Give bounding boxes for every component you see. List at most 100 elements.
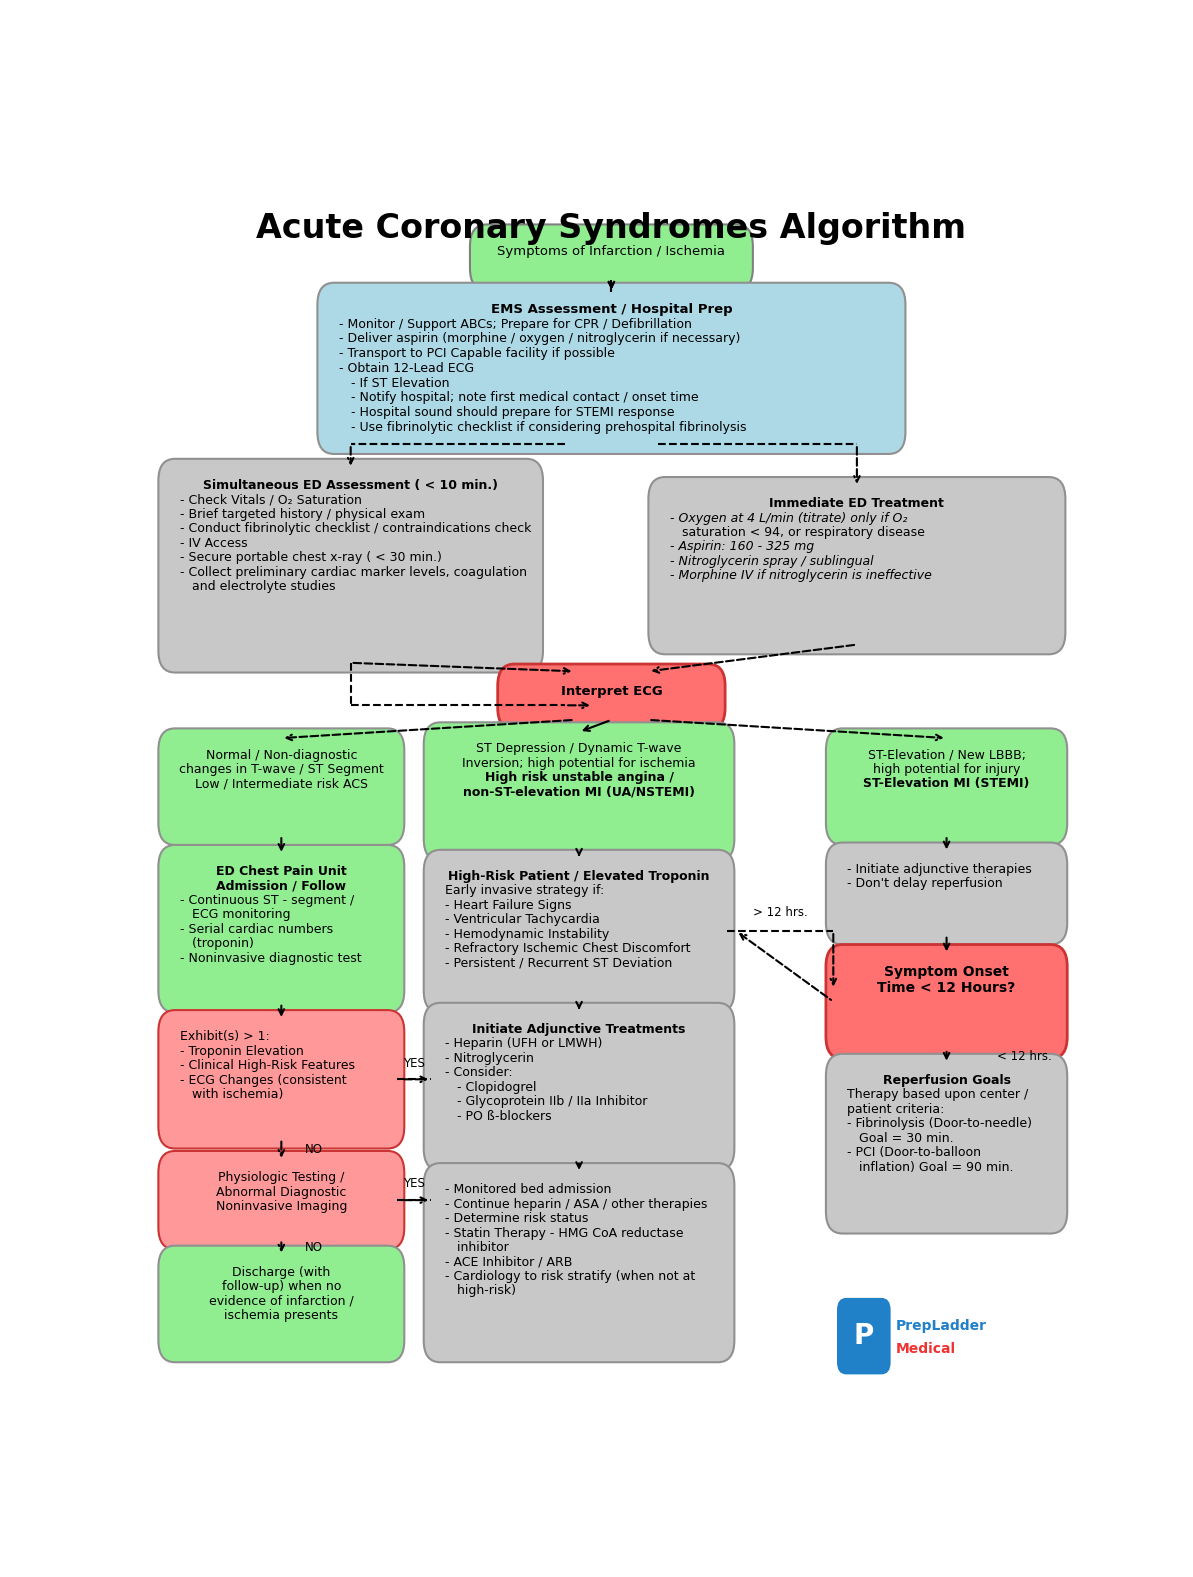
Text: - Notify hospital; note first medical contact / onset time: - Notify hospital; note first medical co… xyxy=(339,391,698,404)
Text: - PCI (Door-to-balloon: - PCI (Door-to-balloon xyxy=(847,1146,981,1159)
Text: - Secure portable chest x-ray ( < 30 min.): - Secure portable chest x-ray ( < 30 min… xyxy=(180,550,441,565)
FancyBboxPatch shape xyxy=(826,842,1068,945)
Text: - Hemodynamic Instability: - Hemodynamic Instability xyxy=(445,927,610,941)
Text: Discharge (with: Discharge (with xyxy=(233,1266,330,1279)
Text: NO: NO xyxy=(304,1143,322,1156)
Text: - Monitor / Support ABCs; Prepare for CPR / Defibrillation: - Monitor / Support ABCs; Prepare for CP… xyxy=(339,317,692,331)
FancyBboxPatch shape xyxy=(159,459,543,672)
Text: Early invasive strategy if:: Early invasive strategy if: xyxy=(445,885,604,897)
Text: follow-up) when no: follow-up) when no xyxy=(222,1281,341,1293)
Text: - Nitroglycerin: - Nitroglycerin xyxy=(445,1052,533,1064)
FancyBboxPatch shape xyxy=(826,1053,1068,1233)
Text: changes in T-wave / ST Segment: changes in T-wave / ST Segment xyxy=(179,763,384,776)
FancyBboxPatch shape xyxy=(317,282,905,454)
FancyBboxPatch shape xyxy=(497,664,725,730)
Text: EMS Assessment / Hospital Prep: EMS Assessment / Hospital Prep xyxy=(490,303,733,315)
Text: High risk unstable angina /: High risk unstable angina / xyxy=(484,771,674,784)
FancyBboxPatch shape xyxy=(424,1164,735,1363)
Text: - Persistent / Recurrent ST Deviation: - Persistent / Recurrent ST Deviation xyxy=(445,957,672,970)
Text: Inversion; high potential for ischemia: Inversion; high potential for ischemia xyxy=(462,757,696,770)
Text: - Aspirin: 160 - 325 mg: - Aspirin: 160 - 325 mg xyxy=(669,541,814,554)
Text: Acute Coronary Syndromes Algorithm: Acute Coronary Syndromes Algorithm xyxy=(256,211,966,244)
Text: Physiologic Testing /: Physiologic Testing / xyxy=(218,1172,345,1184)
Text: - Continue heparin / ASA / other therapies: - Continue heparin / ASA / other therapi… xyxy=(445,1197,707,1211)
Text: - Fibrinolysis (Door-to-needle): - Fibrinolysis (Door-to-needle) xyxy=(847,1117,1032,1131)
Text: Symptom Onset: Symptom Onset xyxy=(884,965,1009,979)
FancyBboxPatch shape xyxy=(159,1011,404,1148)
Text: ST-Elevation / New LBBB;: ST-Elevation / New LBBB; xyxy=(867,749,1026,762)
FancyBboxPatch shape xyxy=(470,224,753,290)
Text: - IV Access: - IV Access xyxy=(180,536,247,550)
Text: inflation) Goal = 90 min.: inflation) Goal = 90 min. xyxy=(847,1161,1014,1173)
Text: high potential for injury: high potential for injury xyxy=(873,763,1020,776)
Text: - Cardiology to risk stratify (when not at: - Cardiology to risk stratify (when not … xyxy=(445,1269,696,1282)
Text: Noninvasive Imaging: Noninvasive Imaging xyxy=(216,1200,347,1213)
Text: ischemia presents: ischemia presents xyxy=(224,1309,339,1322)
Text: Medical: Medical xyxy=(896,1342,957,1356)
Text: YES: YES xyxy=(403,1178,425,1191)
FancyBboxPatch shape xyxy=(424,722,735,861)
Text: - Transport to PCI Capable facility if possible: - Transport to PCI Capable facility if p… xyxy=(339,347,614,360)
Text: - Clopidogrel: - Clopidogrel xyxy=(445,1080,537,1094)
Text: High-Risk Patient / Elevated Troponin: High-Risk Patient / Elevated Troponin xyxy=(449,871,710,883)
Text: Simultaneous ED Assessment ( < 10 min.): Simultaneous ED Assessment ( < 10 min.) xyxy=(203,479,499,492)
Text: Exhibit(s) > 1:: Exhibit(s) > 1: xyxy=(180,1030,270,1044)
Text: - Heart Failure Signs: - Heart Failure Signs xyxy=(445,899,571,912)
Text: - Oxygen at 4 L/min (titrate) only if O₂: - Oxygen at 4 L/min (titrate) only if O₂ xyxy=(669,511,907,525)
FancyBboxPatch shape xyxy=(424,850,735,1012)
Text: - ACE Inhibitor / ARB: - ACE Inhibitor / ARB xyxy=(445,1255,573,1268)
Text: Immediate ED Treatment: Immediate ED Treatment xyxy=(769,497,945,511)
Text: evidence of infarction /: evidence of infarction / xyxy=(209,1295,353,1307)
Text: - Initiate adjunctive therapies: - Initiate adjunctive therapies xyxy=(847,863,1032,875)
Text: - Deliver aspirin (morphine / oxygen / nitroglycerin if necessary): - Deliver aspirin (morphine / oxygen / n… xyxy=(339,333,740,345)
Text: > 12 hrs.: > 12 hrs. xyxy=(753,907,808,919)
Text: - Consider:: - Consider: xyxy=(445,1066,513,1079)
Text: - Heparin (UFH or LMWH): - Heparin (UFH or LMWH) xyxy=(445,1038,602,1050)
FancyBboxPatch shape xyxy=(649,476,1065,654)
Text: - Brief targeted history / physical exam: - Brief targeted history / physical exam xyxy=(180,508,425,520)
Text: - Collect preliminary cardiac marker levels, coagulation: - Collect preliminary cardiac marker lev… xyxy=(180,566,526,579)
Text: Initiate Adjunctive Treatments: Initiate Adjunctive Treatments xyxy=(472,1023,686,1036)
Text: - Don't delay reperfusion: - Don't delay reperfusion xyxy=(847,877,1003,889)
Text: - Serial cardiac numbers: - Serial cardiac numbers xyxy=(180,923,333,935)
Text: - Continuous ST - segment /: - Continuous ST - segment / xyxy=(180,894,354,907)
Text: saturation < 94, or respiratory disease: saturation < 94, or respiratory disease xyxy=(669,527,925,539)
Text: - Troponin Elevation: - Troponin Elevation xyxy=(180,1044,303,1058)
Text: - ECG Changes (consistent: - ECG Changes (consistent xyxy=(180,1074,346,1087)
Text: - Refractory Ischemic Chest Discomfort: - Refractory Ischemic Chest Discomfort xyxy=(445,941,691,956)
Text: - Morphine IV if nitroglycerin is ineffective: - Morphine IV if nitroglycerin is ineffe… xyxy=(669,569,932,582)
Text: - PO ß-blockers: - PO ß-blockers xyxy=(445,1110,551,1123)
FancyBboxPatch shape xyxy=(424,1003,735,1170)
Text: ST-Elevation MI (STEMI): ST-Elevation MI (STEMI) xyxy=(864,777,1030,790)
FancyBboxPatch shape xyxy=(826,945,1068,1058)
Text: Normal / Non-diagnostic: Normal / Non-diagnostic xyxy=(205,749,357,762)
Text: ST Depression / Dynamic T-wave: ST Depression / Dynamic T-wave xyxy=(476,743,681,755)
FancyBboxPatch shape xyxy=(159,1151,404,1249)
Text: high-risk): high-risk) xyxy=(445,1284,517,1298)
Text: - Conduct fibrinolytic checklist / contraindications check: - Conduct fibrinolytic checklist / contr… xyxy=(180,522,531,535)
FancyBboxPatch shape xyxy=(826,729,1068,845)
Text: Admission / Follow: Admission / Follow xyxy=(216,880,346,893)
Text: Abnormal Diagnostic: Abnormal Diagnostic xyxy=(216,1186,346,1199)
Text: - Obtain 12-Lead ECG: - Obtain 12-Lead ECG xyxy=(339,361,474,375)
Text: - If ST Elevation: - If ST Elevation xyxy=(339,377,449,390)
Text: - Statin Therapy - HMG CoA reductase: - Statin Therapy - HMG CoA reductase xyxy=(445,1227,684,1240)
Text: - Glycoprotein IIb / IIa Inhibitor: - Glycoprotein IIb / IIa Inhibitor xyxy=(445,1094,648,1109)
Text: - Noninvasive diagnostic test: - Noninvasive diagnostic test xyxy=(180,953,361,965)
Text: Therapy based upon center /: Therapy based upon center / xyxy=(847,1088,1028,1101)
Text: - Clinical High-Risk Features: - Clinical High-Risk Features xyxy=(180,1060,354,1072)
Text: P: P xyxy=(854,1322,874,1350)
Text: patient criteria:: patient criteria: xyxy=(847,1102,945,1117)
FancyBboxPatch shape xyxy=(159,1246,404,1363)
Text: Low / Intermediate risk ACS: Low / Intermediate risk ACS xyxy=(194,777,367,790)
Text: Reperfusion Goals: Reperfusion Goals xyxy=(883,1074,1010,1087)
Text: - Use fibrinolytic checklist if considering prehospital fibrinolysis: - Use fibrinolytic checklist if consider… xyxy=(339,421,746,434)
Text: - Hospital sound should prepare for STEMI response: - Hospital sound should prepare for STEM… xyxy=(339,405,674,419)
Text: with ischemia): with ischemia) xyxy=(180,1088,283,1101)
Text: and electrolyte studies: and electrolyte studies xyxy=(180,580,335,593)
Text: NO: NO xyxy=(304,1241,322,1254)
Text: - Determine risk status: - Determine risk status xyxy=(445,1213,588,1225)
Text: non-ST-elevation MI (UA/NSTEMI): non-ST-elevation MI (UA/NSTEMI) xyxy=(463,785,696,800)
FancyBboxPatch shape xyxy=(837,1298,891,1375)
Text: ED Chest Pain Unit: ED Chest Pain Unit xyxy=(216,866,347,878)
